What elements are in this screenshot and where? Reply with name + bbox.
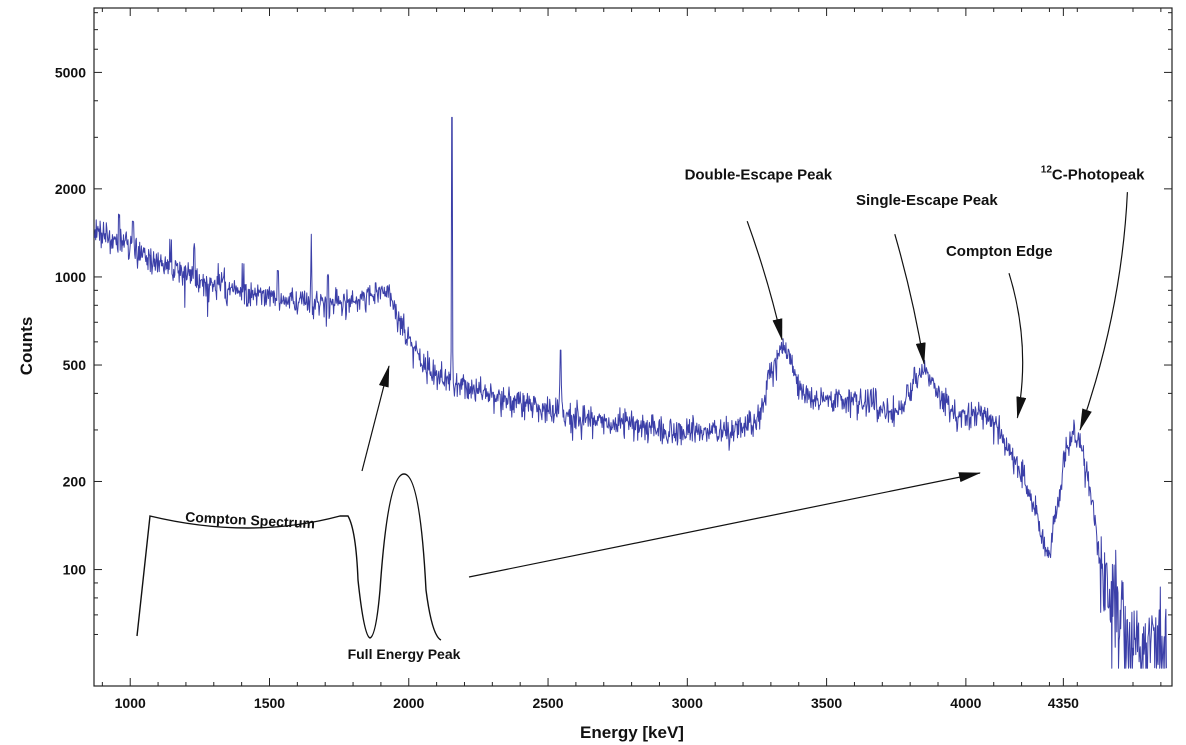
inset-arrow-to-edge [468,472,981,578]
axis-ticks: 1000 1500 2000 2500 3000 3500 4000 4350 100 200 50… [55,8,1172,711]
full-energy-peak-label: Full Energy Peak [348,646,461,662]
annotations: Double-Escape Peak Single-Escape Peak Comp… [685,165,1145,431]
annotation-label: Double-Escape Peak [685,167,833,184]
annotation-superscript: 12 [1041,165,1053,176]
x-tick-label: 4350 [1048,695,1079,711]
x-tick-label: 3000 [672,695,703,711]
y-tick-label: 1000 [55,269,86,285]
annotation-arrow [1008,273,1027,419]
annotation-arrow [746,220,783,341]
x-tick-label: 2000 [393,695,424,711]
spectrum-series [94,116,1167,669]
x-tick-label: 1000 [115,695,146,711]
annotation-arrow [894,234,926,365]
annotation-label: 12C-Photopeak [1041,165,1145,184]
x-tick-label: 2500 [532,695,563,711]
compton-spectrum-label: Compton Spectrum [185,509,316,532]
x-tick-label: 1500 [254,695,285,711]
x-tick-label: 3500 [811,695,842,711]
inset-arrow-to-peak [361,365,390,472]
inset-diagram: Compton Spectrum Full Energy Peak [136,365,981,662]
plot-frame [93,7,1173,687]
y-tick-label: 2000 [55,181,86,197]
annotation-label: Single-Escape Peak [856,192,998,209]
inset-curve [136,473,442,641]
x-axis-title: Energy [keV] [580,723,684,742]
annotation-text: C-Photopeak [1052,167,1145,184]
annotation-label: Compton Edge [946,243,1053,260]
x-tick-label: 4000 [950,695,981,711]
y-tick-label: 100 [63,562,87,578]
annotation-arrow [1079,192,1128,431]
spectrum-line [94,116,1167,669]
y-axis-title: Counts [17,317,36,376]
y-tick-label: 200 [63,473,87,489]
y-tick-label: 500 [63,357,87,373]
y-tick-label: 5000 [55,64,86,80]
